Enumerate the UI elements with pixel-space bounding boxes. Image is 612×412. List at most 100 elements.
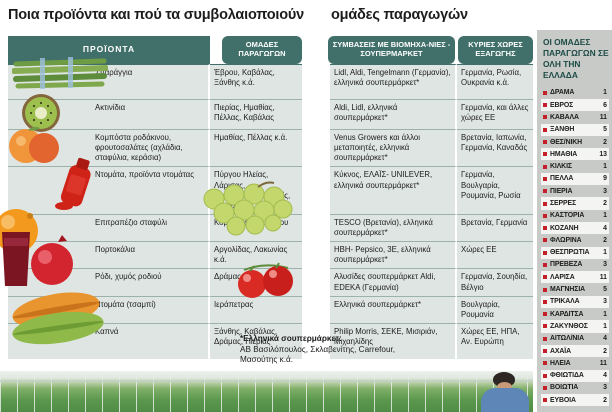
header-export-countries: ΚΥΡΙΕΣ ΧΩΡΕΣ ΕΞΑΓΩΓΗΣ — [458, 36, 533, 64]
contracts-text: ΗΒΗ- Pepsico, 3Ε, ελληνικά σουπερμάρκετ* — [334, 245, 431, 265]
red-square-bullet-icon — [543, 349, 547, 354]
region-name: ΚΑΒΑΛΑ — [550, 113, 579, 121]
region-row: ΔΡΑΜΑ 1 — [541, 87, 609, 99]
region-count: 11 — [599, 113, 607, 121]
contracts-cell: Κύκνος, ΕΛΑΪΣ- UNILEVER, ελληνικά σουπερ… — [330, 166, 457, 214]
region-count: 1 — [603, 163, 607, 171]
header-products: ΠΡΟΪΟΝΤΑ — [8, 36, 210, 64]
red-square-bullet-icon — [543, 115, 547, 120]
contracts-text: Κύκνος, ΕΛΑΪΣ- UNILEVER, ελληνικά σουπερ… — [334, 170, 433, 190]
product-cell: Ντομάτα, προϊόντα ντομάτας — [8, 166, 210, 214]
producer-groups-cell: Ξάνθης, Καβάλας, Δράμας, Πιερίας — [210, 322, 302, 359]
producer-groups-text: Κορινθίας, Ηρακλείου — [214, 217, 289, 227]
region-row: ΚΟΖΑΝΗ 4 — [541, 221, 609, 235]
region-row: ΖΑΚΥΝΘΟΣ 1 — [541, 320, 609, 333]
region-row: ΒΟΙΩΤΙΑ 3 — [541, 382, 609, 394]
red-square-bullet-icon — [543, 140, 547, 145]
product-cell: Πορτοκάλια — [8, 241, 210, 269]
producer-groups-text: Αργολίδας, Λακωνίας κ.ά. — [214, 245, 288, 265]
export-countries-text: Γερμανία, Βουλγαρία, Ρουμανία, Ρωσία — [461, 170, 521, 200]
contracts-text: Philip Morris, ΣΕΚΕ, Μισιριάν, Μιχαηλίδη… — [334, 326, 438, 346]
contracts-cell: Aldi, Lidl, ελληνικά σουπερμάρκετ* — [330, 99, 457, 129]
red-square-bullet-icon — [543, 373, 547, 378]
region-count: 1 — [603, 89, 607, 97]
column-gap — [302, 241, 330, 268]
region-row: ΚΙΛΚΙΣ 1 — [541, 160, 609, 172]
red-square-bullet-icon — [543, 164, 547, 169]
region-name: ΚΑΡΔΙΤΣΑ — [550, 310, 584, 318]
contracts-text: Venus Growers και άλλοι μεταποιητές, ελλ… — [334, 133, 420, 163]
product-cell: Σπαράγγια — [8, 64, 210, 99]
region-row: ΠΡΕΒΕΖΑ 3 — [541, 259, 609, 271]
column-gap — [302, 99, 330, 129]
product-name: Σπαράγγια — [95, 68, 133, 77]
table-row: Κομπόστα ροδάκινου, φρουτοσαλάτες (αχλάδ… — [8, 129, 533, 167]
producer-groups-cell: Ιεράπετρας — [210, 295, 302, 323]
product-cell: Ντομάτα (τσαμπί) — [8, 295, 210, 323]
column-gap — [302, 129, 330, 166]
region-row: ΣΕΡΡΕΣ 2 — [541, 197, 609, 210]
region-name: ΠΙΕΡΙΑ — [550, 187, 573, 195]
product-name: Ντομάτα, προϊόντα ντομάτας — [95, 170, 194, 180]
greenhouse-beam — [0, 380, 533, 382]
region-list: ΔΡΑΜΑ 1 ΕΒΡΟΣ 6 ΚΑΒΑΛΑ 11 ΞΑΝΘΗ 5 ΘΕΣ/ΝΙ… — [541, 87, 609, 407]
footnote: *Ελληνικά σουπερμάρκετ: ΑΒ Βασιλόπουλος,… — [240, 334, 420, 366]
region-name: ΕΥΒΟΙΑ — [550, 396, 576, 404]
region-count: 6 — [603, 101, 607, 109]
region-row: ΑΧΑΪΑ 2 — [541, 344, 609, 358]
contracts-cell: TESCO (Βρετανία), ελληνικά σουπερμάρκετ* — [330, 213, 457, 242]
region-row: ΚΑΡΔΙΤΣΑ 1 — [541, 308, 609, 320]
column-gap — [302, 166, 330, 214]
region-name: ΚΑΣΤΟΡΙΑ — [550, 212, 585, 220]
sidebar-title: ΟΙ ΟΜΑΔΕΣ ΠΑΡΑΓΩΓΩΝ ΣΕ ΟΛΗ ΤΗΝ ΕΛΛΑΔΑ — [543, 37, 609, 80]
red-square-bullet-icon — [543, 152, 547, 157]
region-count: 9 — [603, 175, 607, 183]
red-square-bullet-icon — [543, 103, 547, 108]
contracts-cell: Philip Morris, ΣΕΚΕ, Μισιριάν, Μιχαηλίδη… — [330, 322, 457, 359]
producer-groups-cell: Πιερίας, Ημαθίας, Πέλλας, Καβάλας — [210, 99, 302, 129]
column-gap — [302, 268, 330, 295]
region-row: ΠΙΕΡΙΑ 3 — [541, 185, 609, 197]
export-countries-text: Γερμανία, Σουηδία, Βέλγιο — [461, 272, 528, 292]
red-square-bullet-icon — [543, 90, 547, 95]
region-name: ΞΑΝΘΗ — [550, 126, 575, 134]
region-name: ΠΡΕΒΕΖΑ — [550, 261, 583, 269]
table-row: Καπνά Ξάνθης, Καβάλας, Δράμας, Πιερίας P… — [8, 322, 533, 359]
export-countries-text: Γερμανία, Ρωσία, Ουκρανία κ.ά. — [461, 68, 522, 88]
product-cell: Ακτινίδια — [8, 99, 210, 129]
producer-groups-text: Ημαθίας, Πέλλας κ.ά. — [214, 133, 288, 142]
contracts-text: TESCO (Βρετανία), ελληνικά σουπερμάρκετ* — [334, 217, 433, 237]
region-name: ΚΟΖΑΝΗ — [550, 224, 579, 232]
export-countries-cell: Γερμανία, και άλλες χώρες ΕΕ — [457, 99, 533, 129]
red-square-bullet-icon — [543, 262, 547, 267]
region-name: ΦΛΩΡΙΝΑ — [550, 236, 582, 244]
red-square-bullet-icon — [543, 201, 547, 206]
products-table: ΠΡΟΪΟΝΤΑ ΟΜΑΔΕΣ ΠΑΡΑΓΩΓΩΝ ΣΥΜΒΑΣΕΙΣ ΜΕ Β… — [8, 36, 533, 359]
export-countries-cell: Χώρες ΕΕ, ΗΠΑ, Αν. Ευρώπη — [457, 322, 533, 359]
contracts-text: Aldi, Lidl, ελληνικά σουπερμάρκετ* — [334, 103, 398, 123]
greenhouse-poles — [0, 371, 533, 412]
table-header-row: ΠΡΟΪΟΝΤΑ ΟΜΑΔΕΣ ΠΑΡΑΓΩΓΩΝ ΣΥΜΒΑΣΕΙΣ ΜΕ Β… — [8, 36, 533, 64]
region-name: ΘΕΣΠΡΩΤΙΑ — [550, 249, 590, 257]
red-square-bullet-icon — [543, 324, 547, 329]
region-row: ΠΕΛΛΑ 9 — [541, 172, 609, 186]
region-row: ΗΛΕΙΑ 11 — [541, 357, 609, 369]
product-name: Κομπόστα ροδάκινου, φρουτοσαλάτες (αχλάδ… — [95, 133, 183, 163]
producer-groups-cell: Κορινθίας, Ηρακλείου — [210, 213, 302, 242]
producer-groups-text: Πύργου Ηλείας, Λάρισας, Θεσσαλονίκης, Κι… — [214, 170, 291, 210]
contracts-cell: Ελληνικά σουπερμάρκετ* — [330, 295, 457, 323]
product-name: Ακτινίδια — [95, 103, 126, 112]
region-row: ΚΑΣΤΟΡΙΑ 1 — [541, 210, 609, 222]
region-count: 2 — [603, 347, 607, 355]
region-count: 11 — [599, 359, 607, 367]
product-cell: Κομπόστα ροδάκινου, φρουτοσαλάτες (αχλάδ… — [8, 129, 210, 167]
region-count: 1 — [603, 212, 607, 220]
region-count: 4 — [603, 372, 607, 380]
region-row: ΞΑΝΘΗ 5 — [541, 123, 609, 136]
red-square-bullet-icon — [543, 226, 547, 231]
producer-groups-cell: Πύργου Ηλείας, Λάρισας, Θεσσαλονίκης, Κι… — [210, 166, 302, 214]
red-square-bullet-icon — [543, 336, 547, 341]
farmer-photo — [481, 371, 533, 412]
contracts-cell: Lidl, Aldi, Tengelmann (Γερμανία), ελλην… — [330, 64, 457, 99]
